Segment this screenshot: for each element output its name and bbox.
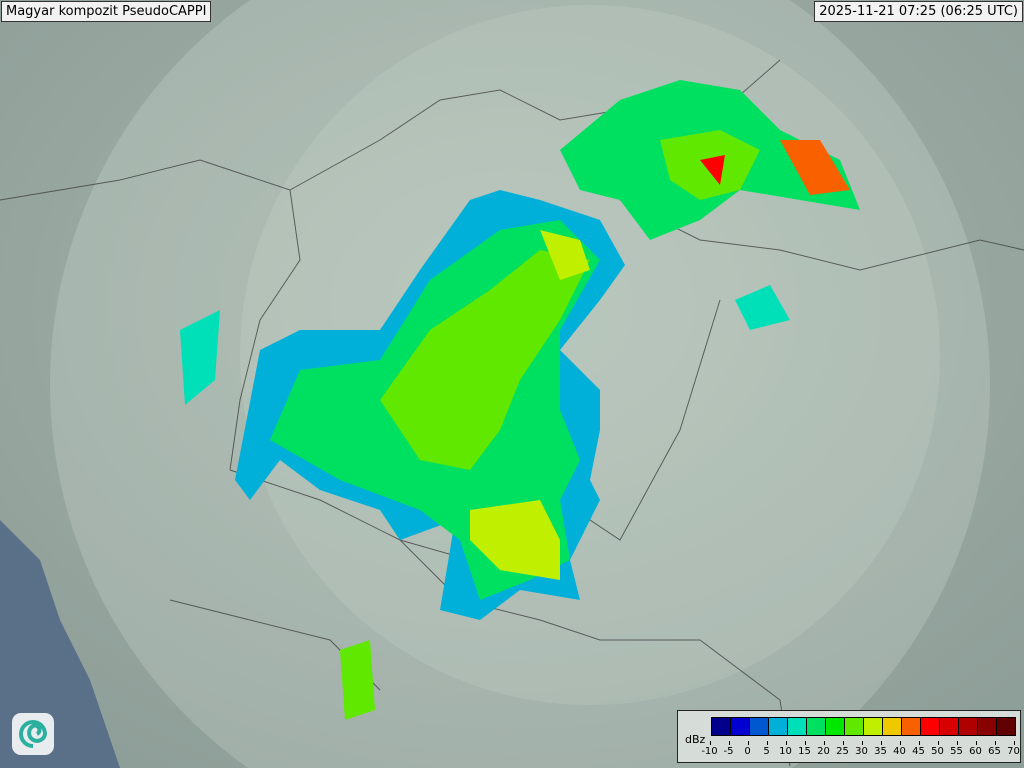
legend-tick-label: 30 bbox=[852, 741, 871, 758]
legend-swatch bbox=[978, 718, 997, 735]
legend-tick-label: 65 bbox=[985, 741, 1004, 758]
adriatic-sea bbox=[0, 520, 120, 768]
legend-swatch bbox=[731, 718, 750, 735]
product-title: Magyar kompozit PseudoCAPPI bbox=[1, 1, 212, 22]
legend-tick-label: -10 bbox=[700, 741, 719, 758]
legend-ticks: -10 -5 0 5 10 15 20 25 30 35 40 45 50 55 60 65 70 bbox=[700, 741, 1023, 758]
legend-tick-label: 20 bbox=[814, 741, 833, 758]
legend-tick-label: 45 bbox=[909, 741, 928, 758]
legend-swatch bbox=[712, 718, 731, 735]
legend-tick-label: 40 bbox=[890, 741, 909, 758]
legend-swatch bbox=[997, 718, 1015, 735]
dbz-color-legend: dBz -10 -5 0 5 10 15 20 25 30 35 40 45 50 55 60 65 70 bbox=[677, 710, 1021, 763]
legend-swatch bbox=[769, 718, 788, 735]
swirl-logo-icon bbox=[12, 713, 54, 755]
legend-tick-label: 60 bbox=[966, 741, 985, 758]
legend-tick-label: 15 bbox=[795, 741, 814, 758]
legend-tick-label: 50 bbox=[928, 741, 947, 758]
legend-swatch bbox=[807, 718, 826, 735]
legend-unit: dBz bbox=[685, 733, 706, 746]
precipitation-echoes bbox=[180, 80, 860, 720]
legend-tick-label: 35 bbox=[871, 741, 890, 758]
legend-swatch bbox=[845, 718, 864, 735]
legend-swatch bbox=[788, 718, 807, 735]
legend-swatch bbox=[902, 718, 921, 735]
legend-swatch bbox=[864, 718, 883, 735]
legend-tick-label: 55 bbox=[947, 741, 966, 758]
legend-swatch bbox=[826, 718, 845, 735]
legend-swatch bbox=[883, 718, 902, 735]
legend-swatch bbox=[940, 718, 959, 735]
legend-tick-label: 70 bbox=[1004, 741, 1023, 758]
legend-swatch bbox=[921, 718, 940, 735]
legend-swatch bbox=[959, 718, 978, 735]
legend-tick-label: 5 bbox=[757, 741, 776, 758]
legend-tick-label: -5 bbox=[719, 741, 738, 758]
timestamp: 2025-11-21 07:25 (06:25 UTC) bbox=[814, 1, 1023, 22]
legend-tick-label: 10 bbox=[776, 741, 795, 758]
legend-tick-label: 25 bbox=[833, 741, 852, 758]
legend-swatch bbox=[750, 718, 769, 735]
legend-tick-label: 0 bbox=[738, 741, 757, 758]
legend-swatches bbox=[711, 717, 1016, 736]
